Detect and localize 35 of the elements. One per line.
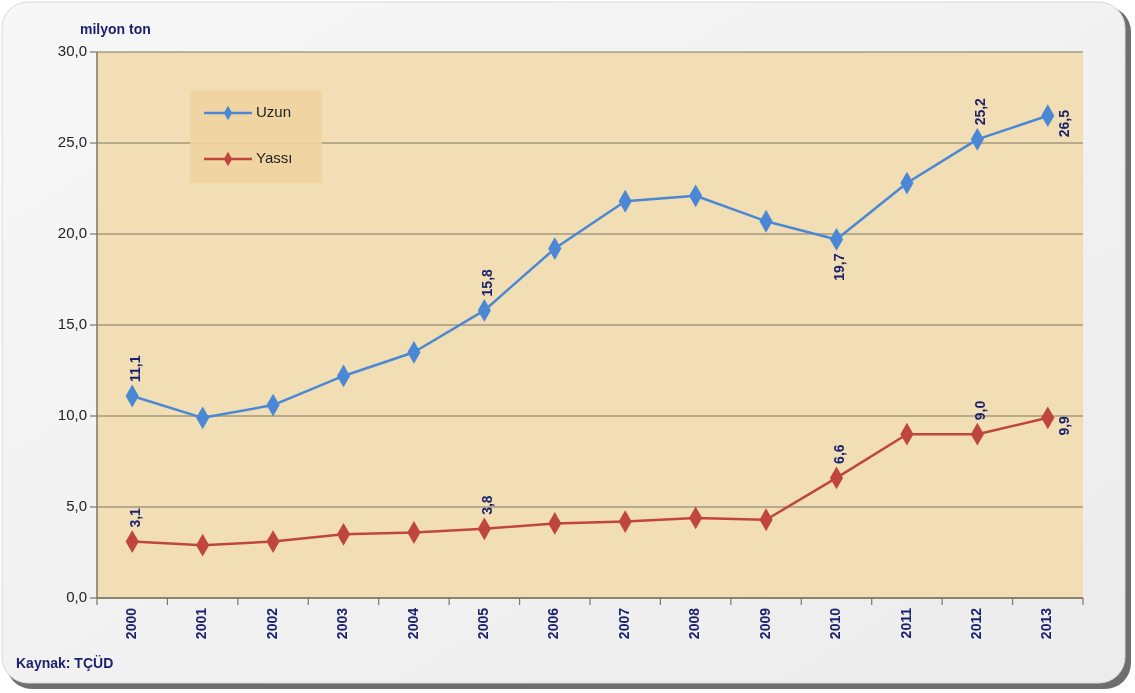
data-label: 3,8 [479, 495, 496, 515]
text: Kaynak: TÇÜD [16, 655, 114, 671]
y-axis-title: milyon ton [80, 21, 151, 37]
x-tick-label: 2008 [686, 607, 703, 640]
data-label: 26,5 [1056, 109, 1073, 138]
x-tick-label: 2001 [193, 607, 210, 640]
y-tick-label: 5,0 [66, 496, 87, 514]
x-tick-label: 2007 [615, 607, 632, 640]
y-tick-label: 10,0 [57, 405, 87, 423]
x-tick-label: 2013 [1038, 607, 1055, 640]
data-label: 25,2 [972, 97, 989, 126]
data-label: 15,8 [479, 268, 496, 297]
x-tick-label: 2004 [404, 607, 421, 640]
x-tick-label: 2010 [827, 607, 844, 640]
x-tick-label: 2003 [334, 607, 351, 640]
data-label: 9,9 [1056, 415, 1073, 436]
x-tick-label: 2000 [122, 607, 139, 640]
data-label: 9,0 [972, 400, 989, 421]
x-tick-label: 2009 [756, 607, 773, 640]
x-tick-label: 2011 [897, 607, 914, 639]
y-tick-label: 25,0 [57, 132, 87, 150]
data-label: 19,7 [831, 253, 848, 281]
x-tick-label: 2002 [263, 607, 280, 640]
y-tick-label: 30,0 [57, 41, 87, 59]
legend-label: Yassı [256, 148, 293, 166]
y-tick-label: 15,0 [57, 314, 87, 332]
data-label: 11,1 [126, 355, 143, 382]
y-tick-label: 20,0 [57, 223, 87, 241]
x-tick-label: 2005 [475, 607, 492, 640]
x-tick-label: 2006 [545, 607, 562, 640]
x-tick-label: 2012 [968, 607, 985, 640]
data-label: 3,1 [126, 507, 143, 528]
legend-label: Uzun [256, 102, 292, 120]
y-tick-label: 0,0 [66, 587, 87, 605]
data-label: 6,6 [831, 444, 848, 464]
